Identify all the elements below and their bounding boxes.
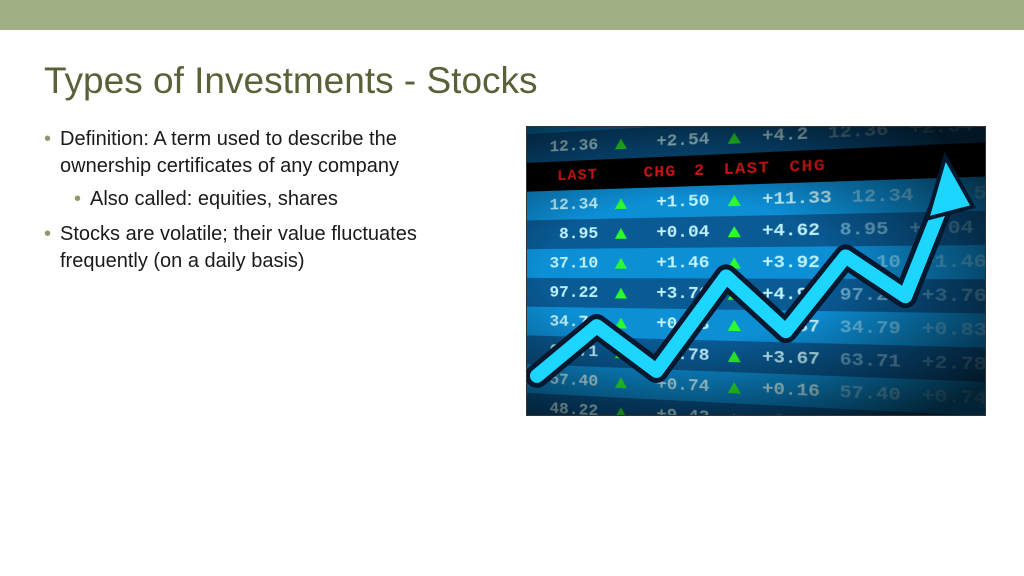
bullet-item: Stocks are volatile; their value fluctua…	[44, 221, 484, 275]
bullet-text: Stocks are volatile; their value fluctua…	[60, 223, 417, 272]
sub-bullet-list: Also called: equities, shares	[60, 186, 484, 213]
bullet-item: Definition: A term used to describe the …	[44, 126, 484, 213]
image-column: 34.73+4.87+1.5734.73+4.8712.36+2.54+4.21…	[504, 126, 986, 416]
content-area: Definition: A term used to describe the …	[0, 126, 1024, 416]
sub-bullet-text: Also called: equities, shares	[90, 188, 338, 210]
text-column: Definition: A term used to describe the …	[44, 126, 484, 416]
slide-title: Types of Investments - Stocks	[0, 30, 1024, 126]
bullet-list: Definition: A term used to describe the …	[44, 126, 484, 275]
ticker-board: 34.73+4.87+1.5734.73+4.8712.36+2.54+4.21…	[527, 126, 986, 416]
ticker-row: 37.10+1.46+3.9237.10+1.46	[527, 243, 986, 280]
top-accent-bar	[0, 0, 1024, 30]
sub-bullet-item: Also called: equities, shares	[74, 186, 484, 213]
bullet-text: Definition: A term used to describe the …	[60, 128, 399, 177]
stock-ticker-image: 34.73+4.87+1.5734.73+4.8712.36+2.54+4.21…	[526, 126, 986, 416]
